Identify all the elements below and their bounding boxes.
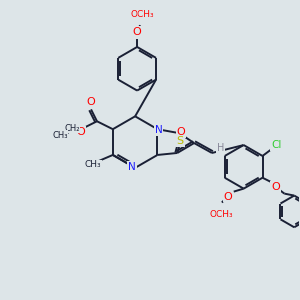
Text: Cl: Cl [271,140,282,150]
Text: OCH₃: OCH₃ [130,10,154,19]
Text: O: O [87,98,95,107]
Text: CH₂: CH₂ [64,124,80,133]
Text: O: O [133,27,142,37]
Text: N: N [128,162,136,172]
Text: H: H [217,143,224,153]
Text: O: O [271,182,280,192]
Text: O: O [77,127,85,137]
Text: O: O [177,127,186,137]
Text: O: O [224,192,232,202]
Text: OCH₃: OCH₃ [209,210,233,219]
Text: CH₃: CH₃ [52,130,68,140]
Text: N: N [154,125,162,135]
Text: S: S [177,136,184,146]
Text: CH₃: CH₃ [85,160,101,169]
